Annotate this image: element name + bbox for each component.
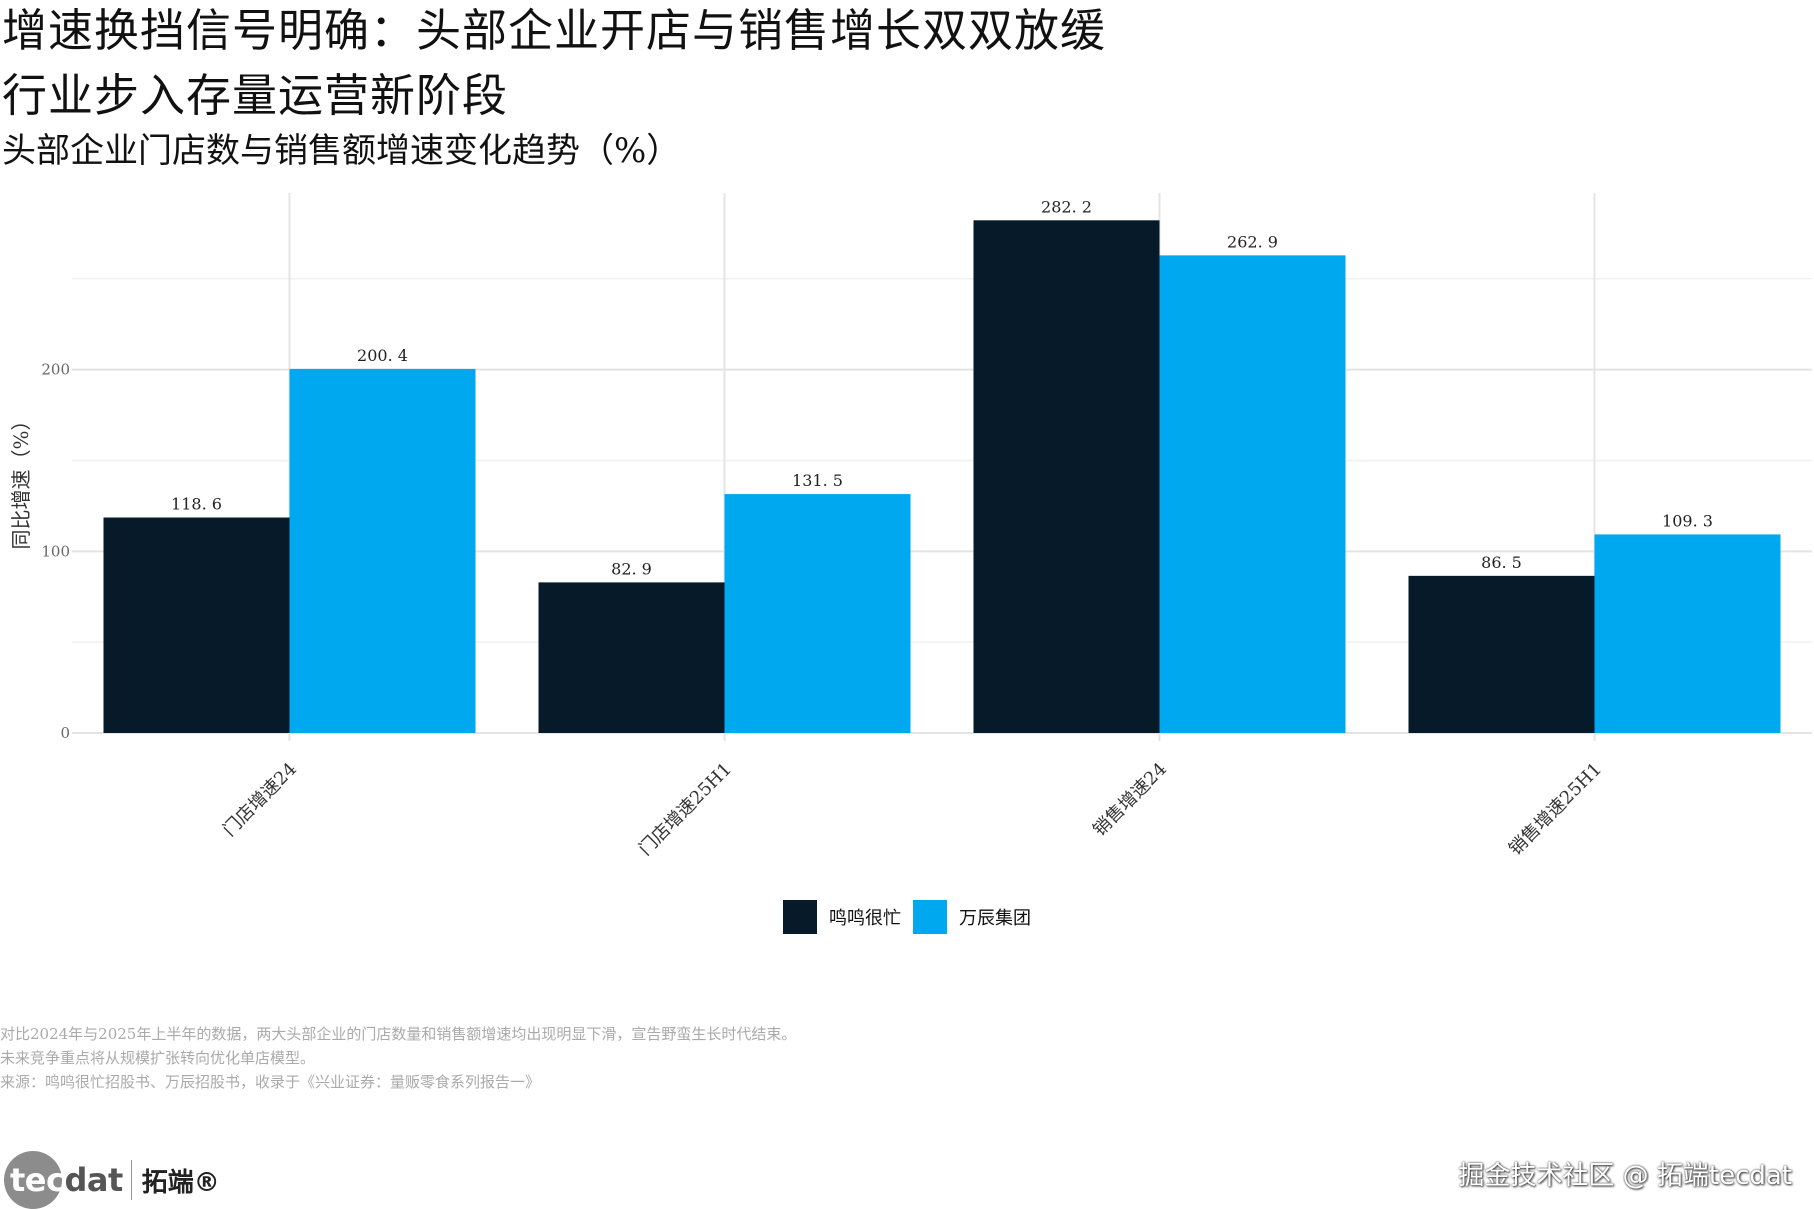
legend-label-series-2: 万辰集团 — [959, 908, 1031, 929]
bar-1-4 — [1408, 575, 1595, 733]
bar-2-4 — [1594, 534, 1781, 733]
legend-item-series-1: 鸣鸣很忙 — [783, 900, 901, 934]
watermark: 掘金技术社区 @ 拓端tecdat — [1458, 1161, 1792, 1191]
x-tick-label: 门店增速24 — [219, 759, 301, 841]
source-note: 来源：鸣鸣很忙招股书、万辰招股书，收录于《兴业证券：量贩零食系列报告一》 — [0, 1073, 541, 1091]
x-tick-label: 销售增速24 — [1089, 759, 1171, 841]
data-label: 82. 9 — [611, 559, 652, 578]
x-tick-label: 门店增速25H1 — [635, 759, 736, 860]
y-axis-label: 同比增速（%） — [9, 410, 33, 549]
x-tick-label: 销售增速25H1 — [1505, 759, 1606, 860]
data-label: 109. 3 — [1662, 511, 1713, 530]
data-label: 118. 6 — [171, 495, 222, 514]
footnote-line: 对比2024年与2025年上半年的数据，两大头部企业的门店数量和销售额增速均出现… — [0, 1025, 797, 1043]
data-label: 200. 4 — [357, 346, 408, 365]
chart-title-line2: 行业步入存量运营新阶段 — [2, 69, 509, 122]
logo-circle-icon — [4, 1151, 62, 1209]
bar-2-1 — [289, 368, 476, 733]
data-label: 86. 5 — [1481, 553, 1522, 572]
legend-swatch-series-2 — [913, 900, 947, 934]
legend-item-series-2: 万辰集团 — [913, 900, 1031, 934]
footnote-line: 未来竞争重点将从规模扩张转向优化单店模型。 — [0, 1049, 316, 1067]
chart-legend: 鸣鸣很忙 万辰集团 — [0, 900, 1814, 934]
logo-tec: tec — [10, 1161, 65, 1199]
bar-1-3 — [973, 220, 1160, 733]
logo-wordmark: tecdat — [4, 1161, 123, 1199]
chart-title-line1: 增速换挡信号明确：头部企业开店与销售增长双双放缓 — [2, 4, 1107, 57]
data-label: 262. 9 — [1227, 232, 1278, 251]
legend-label-series-1: 鸣鸣很忙 — [829, 908, 901, 929]
data-label: 131. 5 — [792, 471, 843, 490]
chart-subtitle: 头部企业门店数与销售额增速变化趋势（%） — [2, 131, 681, 171]
bar-1-1 — [103, 517, 290, 733]
logo-divider — [130, 1160, 132, 1200]
footnotes: 对比2024年与2025年上半年的数据，两大头部企业的门店数量和销售额增速均出现… — [0, 1022, 796, 1094]
y-tick-label: 200 — [41, 361, 70, 379]
bar-1-2 — [538, 582, 725, 733]
logo-chinese-name: 拓端® — [141, 1167, 220, 1198]
y-tick-label: 100 — [41, 542, 70, 560]
y-tick-label: 0 — [60, 724, 70, 742]
legend-swatch-series-1 — [783, 900, 817, 934]
tecdat-logo: tecdat 拓端® — [4, 1150, 220, 1210]
bar-2-3 — [1159, 255, 1346, 733]
bar-2-2 — [724, 494, 911, 733]
logo-dat: dat — [64, 1161, 123, 1199]
data-label: 282. 2 — [1041, 197, 1092, 216]
